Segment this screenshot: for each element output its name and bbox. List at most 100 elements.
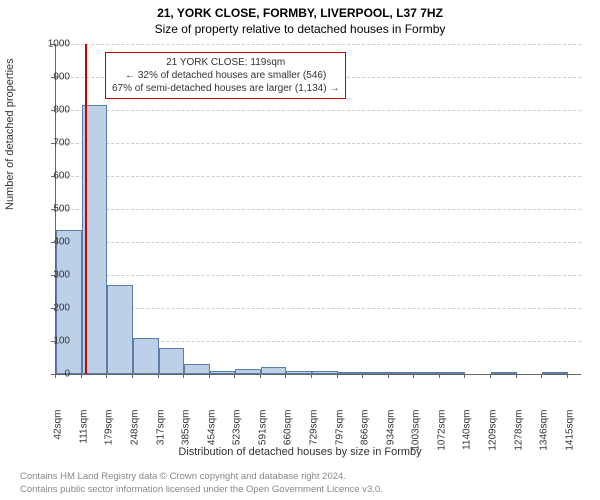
x-tick-label: 729sqm bbox=[309, 410, 320, 460]
x-tick-mark bbox=[260, 374, 261, 378]
x-tick-label: 454sqm bbox=[206, 410, 217, 460]
histogram-bar bbox=[133, 338, 159, 374]
x-tick-mark bbox=[234, 374, 235, 378]
y-tick-label: 800 bbox=[30, 105, 70, 116]
histogram-bar bbox=[312, 371, 337, 374]
y-tick-label: 500 bbox=[30, 204, 70, 215]
gridline bbox=[56, 176, 581, 177]
histogram-bar bbox=[286, 371, 312, 374]
gridline bbox=[56, 209, 581, 210]
x-tick-label: 248sqm bbox=[129, 410, 140, 460]
x-tick-label: 42sqm bbox=[53, 410, 64, 460]
histogram-bar bbox=[159, 348, 184, 374]
y-tick-mark bbox=[51, 242, 55, 243]
x-tick-label: 866sqm bbox=[360, 410, 371, 460]
y-tick-label: 600 bbox=[30, 171, 70, 182]
footer-line-1: Contains HM Land Registry data © Crown c… bbox=[20, 471, 383, 483]
x-tick-mark bbox=[516, 374, 517, 378]
y-tick-label: 700 bbox=[30, 138, 70, 149]
y-tick-mark bbox=[51, 44, 55, 45]
histogram-bar bbox=[210, 371, 236, 374]
x-tick-label: 179sqm bbox=[104, 410, 115, 460]
y-tick-mark bbox=[51, 209, 55, 210]
x-tick-label: 660sqm bbox=[283, 410, 294, 460]
annotation-line-2: ← 32% of detached houses are smaller (54… bbox=[112, 69, 339, 82]
histogram-bar bbox=[261, 367, 287, 374]
x-tick-mark bbox=[362, 374, 363, 378]
x-tick-mark bbox=[541, 374, 542, 378]
y-tick-mark bbox=[51, 308, 55, 309]
x-tick-mark bbox=[388, 374, 389, 378]
histogram-bar bbox=[440, 372, 465, 374]
y-tick-mark bbox=[51, 143, 55, 144]
histogram-bar bbox=[542, 372, 568, 374]
histogram-bar bbox=[235, 369, 260, 374]
marker-line bbox=[85, 44, 87, 374]
x-tick-mark bbox=[464, 374, 465, 378]
y-tick-mark bbox=[51, 341, 55, 342]
x-tick-mark bbox=[337, 374, 338, 378]
histogram-bar bbox=[363, 372, 388, 374]
x-tick-label: 523sqm bbox=[232, 410, 243, 460]
x-axis-label: Distribution of detached houses by size … bbox=[0, 446, 600, 458]
x-tick-mark bbox=[490, 374, 491, 378]
x-tick-mark bbox=[106, 374, 107, 378]
x-tick-label: 797sqm bbox=[334, 410, 345, 460]
page-subtitle: Size of property relative to detached ho… bbox=[0, 20, 600, 36]
x-tick-label: 1278sqm bbox=[513, 410, 524, 460]
x-tick-mark bbox=[55, 374, 56, 378]
y-tick-mark bbox=[51, 110, 55, 111]
y-tick-label: 1000 bbox=[30, 39, 70, 50]
x-tick-label: 1209sqm bbox=[488, 410, 499, 460]
x-tick-label: 317sqm bbox=[155, 410, 166, 460]
gridline bbox=[56, 44, 581, 45]
gridline bbox=[56, 242, 581, 243]
y-tick-label: 300 bbox=[30, 270, 70, 281]
footer: Contains HM Land Registry data © Crown c… bbox=[20, 471, 383, 496]
x-tick-mark bbox=[183, 374, 184, 378]
y-tick-label: 200 bbox=[30, 303, 70, 314]
histogram-bar bbox=[414, 372, 440, 374]
x-tick-label: 1003sqm bbox=[411, 410, 422, 460]
x-tick-mark bbox=[81, 374, 82, 378]
histogram-bar bbox=[389, 372, 415, 374]
x-tick-label: 1140sqm bbox=[462, 410, 473, 460]
x-tick-mark bbox=[439, 374, 440, 378]
page-title: 21, YORK CLOSE, FORMBY, LIVERPOOL, L37 7… bbox=[0, 0, 600, 20]
annotation-line-3: 67% of semi-detached houses are larger (… bbox=[112, 82, 339, 95]
y-tick-label: 0 bbox=[30, 369, 70, 380]
footer-line-2: Contains public sector information licen… bbox=[20, 484, 383, 496]
x-tick-label: 591sqm bbox=[257, 410, 268, 460]
y-tick-label: 900 bbox=[30, 72, 70, 83]
x-tick-label: 1346sqm bbox=[539, 410, 550, 460]
y-tick-label: 400 bbox=[30, 237, 70, 248]
annotation-line-1: 21 YORK CLOSE: 119sqm bbox=[112, 56, 339, 69]
x-tick-mark bbox=[285, 374, 286, 378]
histogram-bar bbox=[184, 364, 210, 374]
x-tick-label: 1072sqm bbox=[437, 410, 448, 460]
gridline bbox=[56, 275, 581, 276]
gridline bbox=[56, 308, 581, 309]
histogram-bar bbox=[491, 372, 517, 374]
x-tick-label: 111sqm bbox=[78, 410, 89, 460]
x-tick-mark bbox=[132, 374, 133, 378]
annotation-box: 21 YORK CLOSE: 119sqm ← 32% of detached … bbox=[105, 52, 346, 99]
histogram-bar bbox=[338, 372, 364, 374]
x-tick-label: 934sqm bbox=[385, 410, 396, 460]
x-tick-mark bbox=[311, 374, 312, 378]
gridline bbox=[56, 110, 581, 111]
x-tick-mark bbox=[413, 374, 414, 378]
x-tick-mark bbox=[567, 374, 568, 378]
chart-container: 21, YORK CLOSE, FORMBY, LIVERPOOL, L37 7… bbox=[0, 0, 600, 500]
x-tick-label: 1415sqm bbox=[564, 410, 575, 460]
x-tick-mark bbox=[158, 374, 159, 378]
y-tick-mark bbox=[51, 176, 55, 177]
y-axis-label: Number of detached properties bbox=[4, 58, 16, 210]
y-tick-mark bbox=[51, 275, 55, 276]
histogram-bar bbox=[107, 285, 133, 374]
y-tick-mark bbox=[51, 77, 55, 78]
x-tick-label: 385sqm bbox=[180, 410, 191, 460]
y-tick-label: 100 bbox=[30, 336, 70, 347]
x-tick-mark bbox=[209, 374, 210, 378]
gridline bbox=[56, 143, 581, 144]
